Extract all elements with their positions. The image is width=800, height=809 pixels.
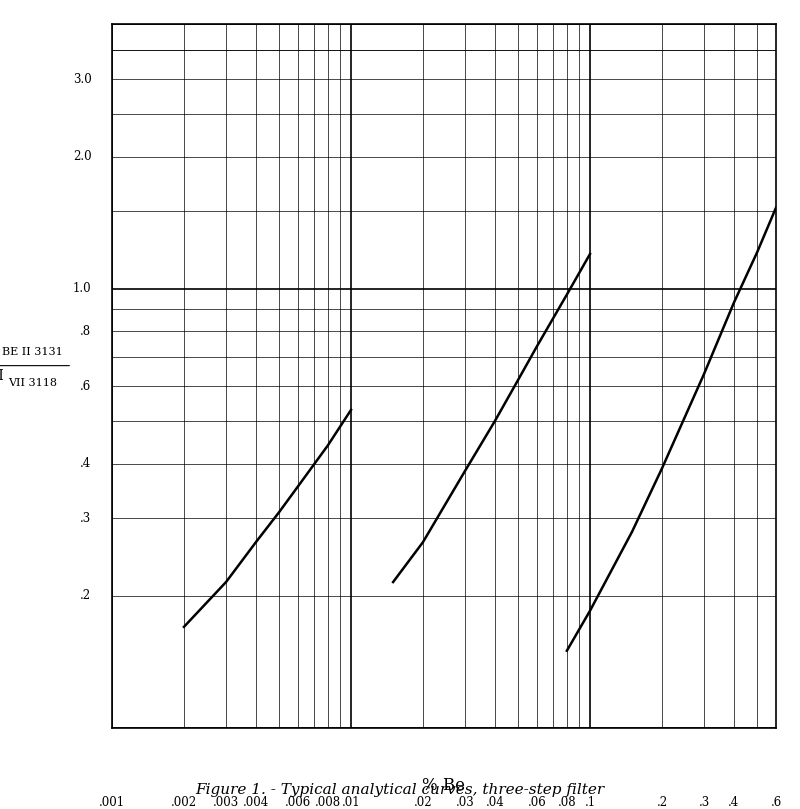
Text: .08: .08 bbox=[558, 796, 576, 809]
Text: .04: .04 bbox=[486, 796, 504, 809]
Text: .008: .008 bbox=[314, 796, 341, 809]
Text: 1.0: 1.0 bbox=[73, 282, 91, 295]
Text: .06: .06 bbox=[528, 796, 546, 809]
Text: .3: .3 bbox=[698, 796, 710, 809]
Text: Figure 1. - Typical analytical curves, three-step filter: Figure 1. - Typical analytical curves, t… bbox=[195, 783, 605, 797]
Text: VII 3118: VII 3118 bbox=[8, 379, 57, 388]
Text: .6: .6 bbox=[80, 379, 91, 392]
Text: 2.0: 2.0 bbox=[73, 150, 91, 163]
Text: .1: .1 bbox=[585, 796, 595, 809]
Text: .001: .001 bbox=[99, 796, 125, 809]
Text: 3.0: 3.0 bbox=[73, 73, 91, 86]
Text: .03: .03 bbox=[456, 796, 474, 809]
Text: .4: .4 bbox=[80, 457, 91, 470]
Text: RI: RI bbox=[0, 369, 4, 383]
Text: % Be: % Be bbox=[422, 777, 466, 794]
Text: .8: .8 bbox=[80, 325, 91, 338]
Text: .006: .006 bbox=[285, 796, 311, 809]
Text: .02: .02 bbox=[414, 796, 432, 809]
Text: .004: .004 bbox=[242, 796, 269, 809]
Text: .3: .3 bbox=[80, 512, 91, 525]
Text: .003: .003 bbox=[213, 796, 239, 809]
Text: .2: .2 bbox=[657, 796, 667, 809]
Text: .002: .002 bbox=[171, 796, 197, 809]
Text: .4: .4 bbox=[728, 796, 739, 809]
Text: .6: .6 bbox=[770, 796, 782, 809]
Text: .2: .2 bbox=[80, 589, 91, 603]
Text: .01: .01 bbox=[342, 796, 360, 809]
Text: BE II 3131: BE II 3131 bbox=[2, 346, 62, 357]
